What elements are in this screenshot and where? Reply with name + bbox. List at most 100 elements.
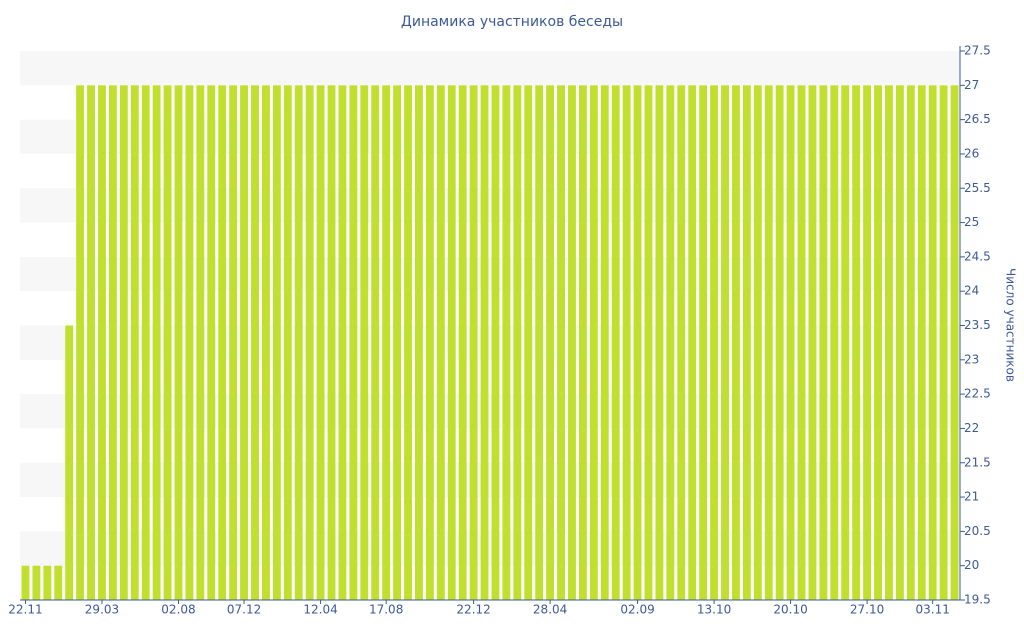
bar xyxy=(152,85,161,600)
grid-band xyxy=(20,531,960,566)
bar xyxy=(251,85,259,600)
bar xyxy=(622,85,631,600)
x-tick-label: 17.08 xyxy=(369,603,403,617)
bar xyxy=(32,565,41,600)
bar xyxy=(557,85,565,600)
bar xyxy=(786,85,795,600)
bar xyxy=(731,85,740,600)
bar xyxy=(906,85,915,600)
bar xyxy=(863,85,872,600)
x-tick-label: 12.04 xyxy=(303,603,337,617)
bar xyxy=(928,85,937,600)
bar xyxy=(885,85,893,600)
bar xyxy=(841,85,850,600)
bar xyxy=(272,85,281,600)
bar xyxy=(98,85,106,600)
bar xyxy=(677,85,686,600)
y-tick-label: 24.5 xyxy=(964,249,991,263)
bar xyxy=(360,85,369,600)
bar xyxy=(469,85,478,600)
x-tick-label: 02.08 xyxy=(161,603,195,617)
y-tick-label: 24 xyxy=(964,284,979,298)
x-tick-label: 22.12 xyxy=(456,603,490,617)
y-tick-label: 22.5 xyxy=(964,387,991,401)
bar xyxy=(742,85,751,600)
bar xyxy=(196,85,205,600)
x-tick-label: 13.10 xyxy=(697,603,731,617)
bar xyxy=(371,85,380,600)
bar xyxy=(404,85,412,600)
bar xyxy=(830,85,839,600)
y-tick-label: 21.5 xyxy=(964,455,991,469)
x-tick-label: 28.04 xyxy=(533,603,567,617)
bar xyxy=(174,85,183,600)
bar xyxy=(415,85,423,600)
bar xyxy=(130,85,139,600)
bar xyxy=(54,565,63,600)
bar xyxy=(261,85,270,600)
bar xyxy=(710,85,719,600)
bar xyxy=(939,85,948,600)
bar xyxy=(218,85,227,600)
bar xyxy=(699,85,708,600)
bar xyxy=(852,85,861,600)
bar xyxy=(393,85,402,600)
bar xyxy=(950,85,959,600)
y-tick-label: 23.5 xyxy=(964,318,991,332)
grid-band xyxy=(20,394,960,429)
bar xyxy=(819,85,828,600)
bar xyxy=(240,85,249,600)
bar xyxy=(546,85,555,600)
x-tick-label: 03.11 xyxy=(915,603,949,617)
grid-band xyxy=(20,51,960,86)
bar xyxy=(917,85,926,600)
grid-band xyxy=(20,119,960,154)
x-tick-label: 29.03 xyxy=(85,603,119,617)
bar xyxy=(349,85,358,600)
bar xyxy=(119,85,128,600)
y-tick-label: 20 xyxy=(964,558,979,572)
bar xyxy=(480,85,489,600)
bar xyxy=(294,85,303,600)
bar xyxy=(666,85,675,600)
bar xyxy=(644,85,653,600)
bar xyxy=(163,85,172,600)
bar xyxy=(185,85,194,600)
y-tick-label: 27 xyxy=(964,78,979,92)
bar xyxy=(283,85,292,600)
y-tick-label: 23 xyxy=(964,352,979,366)
x-tick-label: 20.10 xyxy=(773,603,807,617)
bar xyxy=(425,85,434,600)
bar xyxy=(600,85,609,600)
y-tick-label: 25 xyxy=(964,215,979,229)
bar xyxy=(327,85,336,600)
bar xyxy=(21,565,30,600)
bar xyxy=(808,85,817,600)
bar xyxy=(65,325,74,600)
bar xyxy=(87,85,95,600)
y-tick-label: 25.5 xyxy=(964,181,991,195)
y-tick-label: 26.5 xyxy=(964,112,991,126)
bar xyxy=(229,85,238,600)
bar xyxy=(578,85,587,600)
bar xyxy=(491,85,500,600)
x-tick-label: 02.09 xyxy=(620,603,654,617)
y-tick-label: 20.5 xyxy=(964,524,991,538)
bar xyxy=(141,85,150,600)
bar xyxy=(764,85,773,600)
grid-band xyxy=(20,256,960,292)
grid-band xyxy=(20,325,960,360)
bar xyxy=(753,85,762,600)
bar xyxy=(382,85,391,600)
bar xyxy=(43,565,52,600)
x-tick-label: 22.11 xyxy=(8,603,42,617)
bar xyxy=(655,85,664,600)
bar xyxy=(611,85,620,600)
bar xyxy=(447,85,456,600)
y-tick-label: 19.5 xyxy=(964,593,991,607)
bar xyxy=(513,85,522,600)
bar xyxy=(338,85,347,600)
y-tick-label: 26 xyxy=(964,146,979,160)
x-tick-label: 27.10 xyxy=(850,603,884,617)
bar xyxy=(76,85,85,600)
